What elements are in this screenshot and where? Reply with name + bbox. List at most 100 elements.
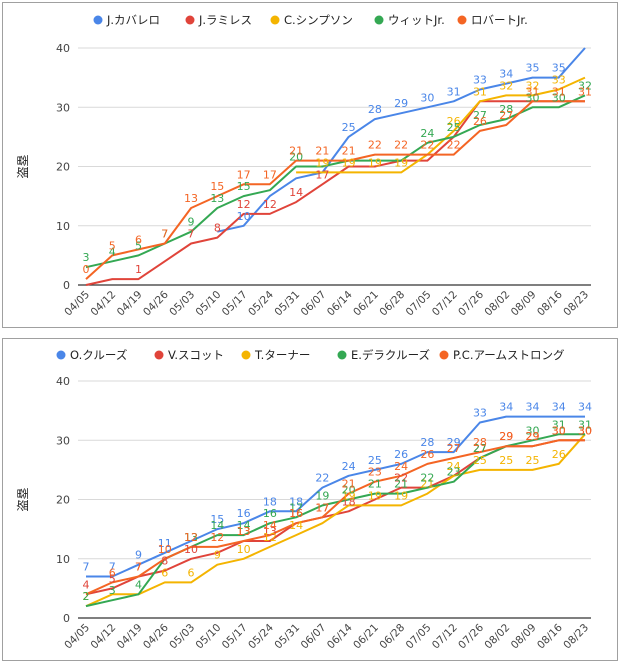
x-tick-label: 06/07 [299,289,329,319]
legend-entry: ウィットJr. [388,13,445,27]
data-label: 20 [289,151,303,164]
legend-entry: J.カバレロ [106,13,160,27]
data-label: 8 [214,222,221,235]
x-tick-label: 08/09 [509,622,539,652]
data-label: 34 [525,401,539,414]
y-tick-label: 0 [63,279,70,292]
series-line [85,100,585,286]
data-label: 34 [552,401,566,414]
x-tick-label: 05/03 [167,289,197,319]
data-label: 21 [315,145,329,158]
y-tick-label: 10 [56,220,70,233]
line-chart-1: 010203040盗塁04/0504/1204/1904/2605/0305/1… [15,13,592,319]
data-label: 22 [420,472,434,485]
data-label: 13 [237,525,251,538]
x-tick-label: 07/26 [456,621,486,651]
legend-entry: O.クルーズ [70,348,127,362]
data-label: 28 [368,103,382,116]
data-label: 10 [158,543,172,556]
data-label: 6 [161,566,168,579]
data-label: 25 [473,454,487,467]
data-label: 27 [473,442,487,455]
legend-marker [337,350,347,360]
data-label: 10 [184,543,198,556]
x-tick-label: 04/26 [141,288,171,318]
data-label: 35 [552,62,566,75]
x-tick-label: 08/16 [535,288,565,318]
series-line [85,433,586,608]
x-tick-label: 06/21 [351,622,381,652]
data-label: 19 [394,156,408,169]
y-tick-label: 40 [56,42,70,55]
x-tick-label: 08/09 [509,289,539,319]
x-tick-label: 08/23 [561,289,591,319]
data-label: 14 [237,519,251,532]
x-tick-label: 05/10 [194,289,224,319]
data-label: 26 [473,115,487,128]
data-label: 32 [499,79,513,92]
data-label: 29 [525,430,539,443]
data-label: 13 [184,192,198,205]
data-label: 31 [473,85,487,98]
series-line [85,100,585,280]
x-tick-label: 07/05 [404,622,434,652]
data-label: 17 [315,501,329,514]
data-label: 31 [447,85,461,98]
data-label: 12 [263,531,277,544]
data-label: 31 [552,418,566,431]
x-tick-label: 05/24 [246,288,276,318]
data-label: 21 [420,478,434,491]
data-label: 13 [263,525,277,538]
data-label: 27 [473,109,487,122]
data-label: 14 [210,519,224,532]
data-label: 21 [394,478,408,491]
legend-marker [56,350,66,360]
data-label: 9 [214,549,221,562]
data-label: 7 [161,228,168,241]
data-label: 25 [447,121,461,134]
x-tick-label: 05/10 [194,622,224,652]
data-label: 5 [135,239,142,252]
legend-entry: ロバートJr. [471,13,528,27]
data-label: 13 [210,192,224,205]
data-label: 19 [342,156,356,169]
x-tick-label: 06/07 [299,622,329,652]
data-label: 33 [473,73,487,86]
data-label: 26 [394,448,408,461]
data-label: 25 [368,454,382,467]
data-label: 32 [578,79,592,92]
x-tick-label: 08/02 [482,622,512,652]
legend-marker [270,15,280,25]
data-label: 10 [237,543,251,556]
data-label: 30 [552,424,566,437]
data-label: 7 [161,228,168,241]
x-tick-label: 05/31 [272,622,302,652]
data-label: 30 [420,91,434,104]
series-line [85,439,585,596]
data-label: 7 [109,561,116,574]
legend-marker [374,15,384,25]
y-tick-label: 10 [56,553,70,566]
legend-entry: V.スコット [168,348,224,362]
data-label: 15 [210,513,224,526]
data-label: 34 [499,401,513,414]
data-label: 17 [315,501,329,514]
x-tick-label: 04/12 [88,289,118,319]
legend-entry: J.ラミレス [198,13,252,27]
data-label: 10 [237,210,251,223]
chart-panel-2: 0 10 20 30 40 盗塁 04/05 04/12 04/19 04/26 05/03 05/1… [2,338,618,661]
data-label: 1 [135,263,142,276]
legend-marker [241,350,251,360]
series-line [86,415,585,578]
data-label: 31 [525,85,539,98]
y-axis-label: 盗塁 [15,487,30,511]
data-label: 3 [83,251,90,264]
x-tick-label: 08/02 [482,289,512,319]
data-label: 14 [289,186,303,199]
data-label: 9 [135,549,142,562]
data-label: 26 [420,448,434,461]
data-label: 12 [184,531,198,544]
data-label: 13 [184,531,198,544]
data-label: 16 [263,507,277,520]
legend-marker [439,350,449,360]
